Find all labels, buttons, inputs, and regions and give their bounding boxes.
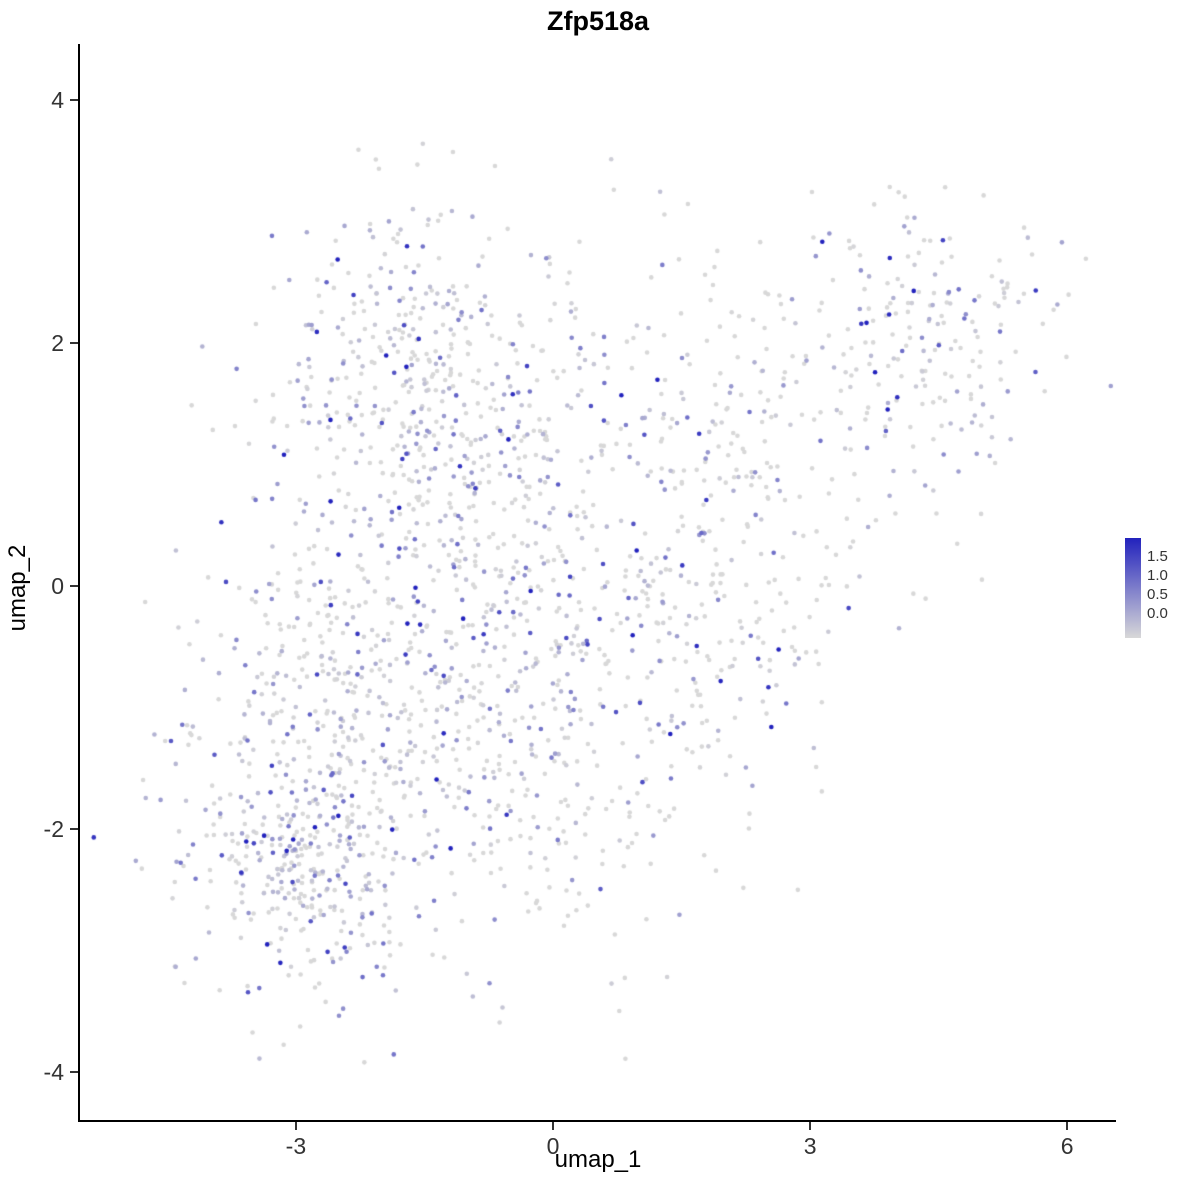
x-tick-mark [809,1122,812,1130]
y-tick-mark [70,99,78,102]
y-tick-mark [70,1070,78,1073]
legend-tick-label: 0.0 [1147,605,1168,622]
chart-title: Zfp518a [546,6,650,36]
x-tick-mark [294,1122,297,1130]
y-tick-mark [70,827,78,830]
y-axis-label: umap_2 [4,544,31,632]
expression-legend: 1.5 1.0 0.5 0.0 [1125,538,1200,648]
x-axis-label: umap_1 [554,1146,642,1173]
y-tick-mark [70,585,78,587]
x-tick-mark [552,1122,554,1130]
x-tick-mark [1066,1122,1069,1130]
legend-tick-label: 1.0 [1147,567,1168,584]
legend-tick-label: 1.5 [1147,548,1168,565]
legend-tick-label: 0.5 [1147,586,1168,603]
legend-gradient-bar [1125,538,1141,638]
y-axis-line [78,44,80,1122]
y-tick-mark [70,342,78,345]
umap-points-canvas [80,44,1116,1120]
x-axis-line [78,1120,1116,1122]
